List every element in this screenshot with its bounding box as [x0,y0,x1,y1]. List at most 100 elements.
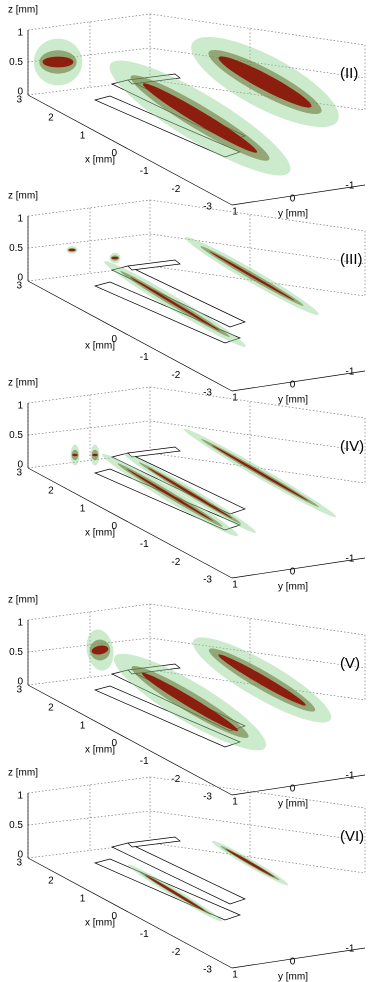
axis-line [27,684,233,796]
x-tick-label: -3 [203,575,212,586]
axis-line [231,370,366,392]
x-tick-label: 2 [48,485,54,496]
z-tick-label: 1 [17,28,23,39]
x-axis-label: x [mm] [85,745,115,756]
x-tick-label: -1 [140,166,149,177]
z-tick-label: 0 [17,87,23,98]
grid-line [27,420,151,436]
grid-line [27,199,151,217]
field-core [144,874,206,912]
grid-line [149,13,366,46]
y-tick-label: 1 [232,580,238,591]
grid-line [149,386,366,419]
y-axis-label: y [mm] [278,209,308,220]
x-tick-label: 1 [80,893,86,904]
z-axis-label: z [mm] [8,768,38,779]
y-tick-label: 1 [232,207,238,218]
z-tick-label: 0 [17,677,23,688]
field-core [209,251,295,301]
panel-label: (VI) [340,828,364,845]
grid-line [149,47,366,79]
electrode [110,842,246,905]
z-axis-label: z [mm] [8,595,38,606]
axis-line [231,184,366,206]
electrode [127,836,181,848]
electrode [93,685,241,748]
x-tick-label: -1 [140,929,149,940]
z-tick-label: 0.5 [9,647,23,658]
axis-line [27,857,233,969]
electrode [110,265,246,328]
grid-line [149,233,366,265]
x-tick-label: -1 [140,756,149,767]
grid-line [27,603,151,621]
grid-line [149,603,366,636]
y-tick-label: 0 [290,784,296,795]
y-tick-label: 0 [290,567,296,578]
y-axis-label: y [mm] [278,395,308,406]
grid-line [27,13,151,31]
grid-line [149,420,366,452]
x-tick-label: -3 [203,388,212,399]
x-tick-label: -2 [171,774,180,785]
x-tick-label: 3 [16,468,22,479]
y-axis-label: y [mm] [278,582,308,593]
x-axis-label: x [mm] [85,341,115,352]
field-core [142,83,258,153]
panel-label: (V) [340,655,360,672]
y-axis-label: y [mm] [278,799,308,810]
z-axis-label: z [mm] [8,191,38,202]
x-tick-label: -2 [171,184,180,195]
field-core [126,469,214,521]
grid-line [149,79,366,111]
z-tick-label: 0 [17,850,23,861]
grid-line [149,842,366,874]
panel-label: (II) [340,65,358,82]
z-tick-label: 0 [17,460,23,471]
y-tick-label: -1 [346,771,355,782]
x-tick-label: 0 [111,334,117,345]
z-tick-label: 0.5 [9,820,23,831]
field-core [42,56,74,68]
z-tick-label: 0 [17,273,23,284]
x-tick-label: 2 [48,112,54,123]
grid-line [149,199,366,232]
x-axis-label: x [mm] [85,528,115,539]
x-tick-label: -1 [140,539,149,550]
field-core [225,848,275,878]
field-core [129,276,221,332]
field-core [72,453,78,457]
z-tick-label: 1 [17,401,23,412]
z-tick-label: 0.5 [9,57,23,68]
grid-line [149,637,366,669]
grid-line [149,776,366,809]
axis-line [231,947,366,969]
field-core [218,56,312,108]
y-tick-label: 1 [232,970,238,981]
grid-line [27,47,151,63]
grid-line [27,637,151,653]
x-tick-label: 3 [16,685,22,696]
axis-line [27,94,233,206]
y-tick-label: -1 [346,181,355,192]
x-tick-label: 0 [111,148,117,159]
grid-line [27,233,151,249]
z-tick-label: 1 [17,214,23,225]
x-tick-label: 1 [80,720,86,731]
z-tick-label: 0.5 [9,430,23,441]
y-tick-label: 0 [290,957,296,968]
grid-line [149,452,366,484]
y-tick-label: 1 [232,393,238,404]
field-core [111,256,119,260]
field-core [91,645,109,655]
electrode [127,446,181,458]
electrode [93,281,241,344]
x-tick-label: -3 [203,792,212,803]
electrode [127,259,181,271]
